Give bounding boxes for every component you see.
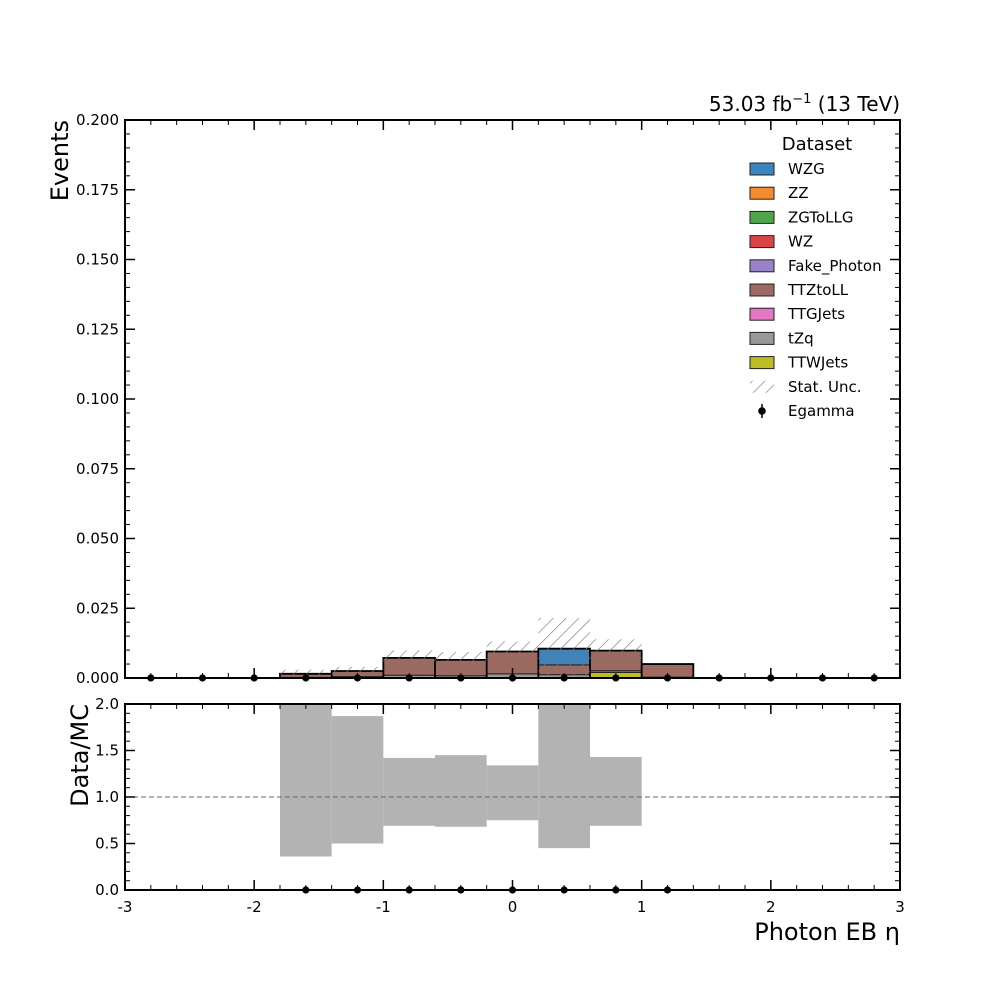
main-y-tick-label: 0.200 [76,111,119,129]
x-tick-label: 3 [895,898,905,916]
ratio-y-tick-label: 1.0 [95,788,119,806]
legend-label: TTWJets [787,354,848,372]
legend-label: Fake_Photon [788,257,882,276]
main-y-tick-label: 0.050 [76,530,119,548]
stat-unc-band [487,641,539,658]
x-tick-label: -2 [247,898,262,916]
legend-swatch [750,260,774,272]
legend-swatch [750,308,774,320]
x-tick-label: 0 [508,898,518,916]
stat-unc-band [538,618,590,677]
lumi-label: 53.03 fb−1 (13 TeV) [709,92,900,116]
x-tick-label: 1 [637,898,647,916]
ratio-unc-band [590,757,642,826]
ratio-unc-band [487,765,539,820]
ratio-unc-band [280,704,332,857]
legend-swatch [750,284,774,296]
main-plot-frame [125,120,900,678]
ratio-y-tick-label: 1.5 [95,742,119,760]
legend-label: TTGJets [787,305,845,323]
legend-label: Stat. Unc. [788,378,862,396]
legend-swatch-hatch [750,381,774,393]
legend-swatch [750,332,774,344]
main-y-axis-label: Events [46,120,74,201]
legend-label: WZG [788,160,825,178]
main-y-tick-label: 0.100 [76,390,119,408]
legend-swatch [750,187,774,199]
ratio-unc-band [383,758,435,826]
ratio-y-axis-label: Data/MC [66,704,94,807]
legend-swatch [750,211,774,223]
main-y-tick-label: 0.000 [76,669,119,687]
ratio-y-tick-label: 2.0 [95,695,119,713]
x-tick-label: -3 [118,898,133,916]
main-axis-ticks: 0.000 0.025 0.050 0.075 0.100 0.125 0.150 0.175… [76,111,900,687]
ratio-y-tick-label: 0.0 [95,881,119,899]
legend-label: WZ [788,233,813,251]
x-axis-label: Photon EB η [754,918,900,946]
legend-label: TTZtoLL [787,281,849,299]
legend-label: ZGToLLG [788,208,854,226]
legend-title: Dataset [782,134,853,155]
main-y-tick-label: 0.150 [76,251,119,269]
ratio-y-tick-label: 0.5 [95,835,119,853]
stat-unc-band [383,650,435,668]
ratio-unc-band [538,704,590,848]
legend-swatch [750,357,774,369]
legend-label: ZZ [788,184,809,202]
main-y-tick-label: 0.025 [76,599,119,617]
stat-unc-layer [280,618,642,677]
x-tick-label: 2 [766,898,776,916]
legend: Dataset WZG ZZ ZGToLLG WZ Fake_Photon TTZtoLL… [750,134,882,420]
legend-marker [758,407,766,415]
main-y-tick-label: 0.125 [76,320,119,338]
ratio-unc-band [332,716,384,843]
legend-label: Egamma [788,402,855,420]
ratio-band-layer [280,704,642,857]
legend-swatch [750,163,774,175]
ratio-unc-band [435,755,487,827]
main-y-tick-label: 0.175 [76,181,119,199]
main-y-tick-label: 0.075 [76,460,119,478]
stat-unc-band [590,639,642,665]
x-tick-label: -1 [376,898,391,916]
legend-label: tZq [788,329,814,347]
legend-swatch [750,236,774,248]
stat-unc-band [435,652,487,669]
